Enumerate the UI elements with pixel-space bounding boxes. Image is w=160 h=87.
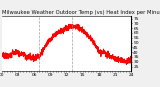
Text: Milwaukee Weather Outdoor Temp (vs) Heat Index per Minute (Last 24 Hours): Milwaukee Weather Outdoor Temp (vs) Heat… bbox=[2, 10, 160, 15]
